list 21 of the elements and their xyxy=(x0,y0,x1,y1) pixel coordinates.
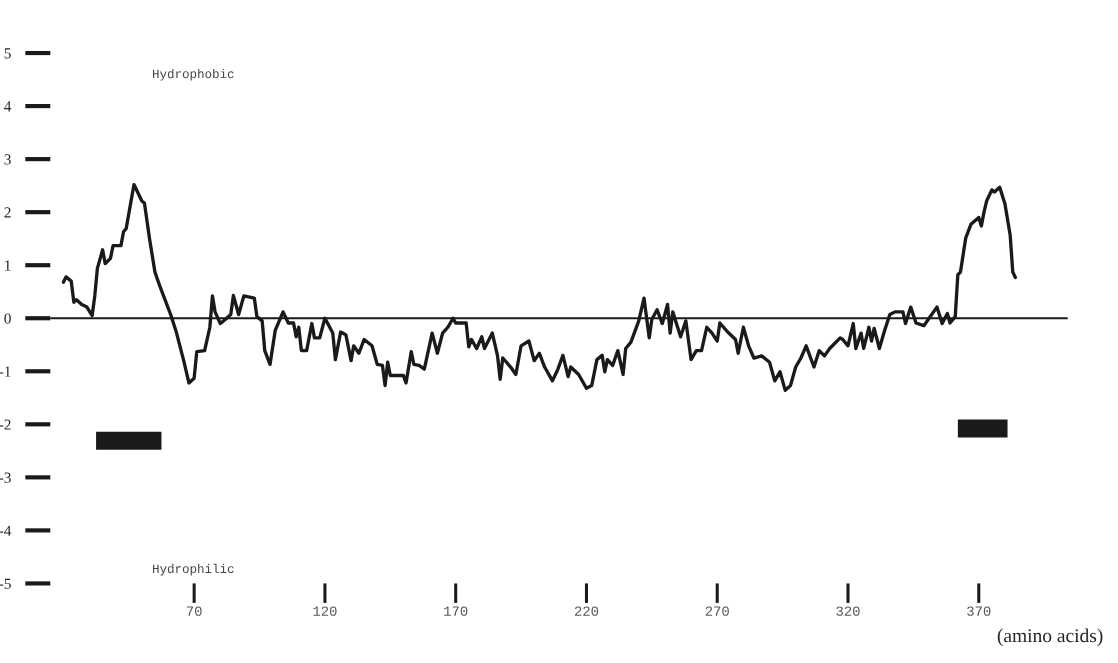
y-tick-label: 1 xyxy=(5,260,11,271)
y-tick-label: 0 xyxy=(4,313,11,324)
annotation: Hydrophilic xyxy=(153,563,234,576)
x-tick-label: 70 xyxy=(186,606,202,616)
y-tick-label: -4 xyxy=(0,525,12,536)
y-tick-label: 3 xyxy=(4,154,11,165)
x-tick-label: 270 xyxy=(705,606,729,616)
x-tick-label: 370 xyxy=(967,606,991,616)
x-axis-title: (amino acids) xyxy=(997,628,1103,647)
x-tick-label: 120 xyxy=(313,606,337,616)
y-tick-label: 5 xyxy=(4,48,11,59)
y-tick-label: -2 xyxy=(0,419,11,430)
y-tick-label: -5 xyxy=(0,578,11,589)
annotation: Hydrophobic xyxy=(153,68,234,81)
x-tick-label: 320 xyxy=(836,606,860,616)
x-tick-label: 220 xyxy=(574,606,599,616)
y-tick-label: 4 xyxy=(4,101,12,112)
y-tick-label: 2 xyxy=(4,207,11,218)
x-tick-label: 170 xyxy=(444,606,468,616)
y-tick-label: -3 xyxy=(0,472,11,483)
y-tick-label: -1 xyxy=(0,366,11,377)
